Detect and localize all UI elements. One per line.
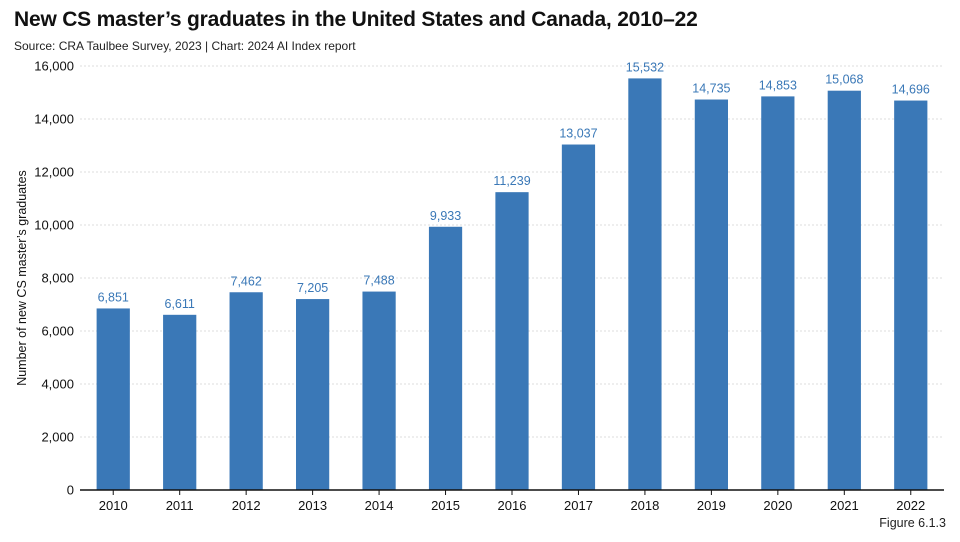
x-tick-label: 2015	[431, 498, 460, 513]
y-tick-label: 4,000	[41, 377, 74, 392]
figure-label: Figure 6.1.3	[879, 516, 946, 530]
x-tick-label: 2014	[365, 498, 394, 513]
x-tick-label: 2019	[697, 498, 726, 513]
x-tick-label: 2022	[896, 498, 925, 513]
data-label: 7,205	[297, 281, 328, 295]
bar-2020	[761, 96, 795, 490]
data-label: 15,068	[825, 73, 863, 87]
data-label: 14,735	[692, 82, 730, 96]
y-tick-label: 12,000	[34, 165, 74, 180]
bar-2012	[229, 292, 263, 490]
data-label: 14,696	[892, 83, 930, 97]
bar-2013	[296, 299, 330, 490]
bar-2016	[495, 192, 529, 490]
y-tick-label: 16,000	[34, 59, 74, 74]
y-axis-label: Number of new CS master’s graduates	[15, 170, 29, 386]
y-tick-label: 0	[67, 483, 74, 498]
x-tick-label: 2017	[564, 498, 593, 513]
x-tick-label: 2010	[99, 498, 128, 513]
data-label: 6,851	[98, 290, 129, 304]
y-tick-label: 6,000	[41, 324, 74, 339]
chart-title: New CS master’s graduates in the United …	[14, 8, 698, 31]
bar-2011	[163, 314, 197, 490]
data-label: 9,933	[430, 209, 461, 223]
x-tick-label: 2013	[298, 498, 327, 513]
bar-2022	[894, 100, 928, 490]
data-label: 6,611	[165, 297, 195, 311]
data-label: 15,532	[626, 60, 664, 74]
x-tick-label: 2018	[630, 498, 659, 513]
y-tick-label: 10,000	[34, 218, 74, 233]
bar-2015	[428, 226, 463, 490]
x-tick-label: 2016	[498, 498, 527, 513]
bar-2019	[694, 99, 728, 491]
data-label: 11,239	[493, 174, 530, 188]
x-tick-label: 2011	[166, 498, 194, 513]
bar-2017	[561, 144, 596, 490]
x-tick-label: 2012	[232, 498, 261, 513]
x-tick-label: 2020	[763, 498, 792, 513]
y-tick-label: 14,000	[34, 112, 74, 127]
bar-2018	[628, 78, 662, 490]
y-tick-label: 2,000	[41, 430, 74, 445]
y-tick-label: 8,000	[41, 271, 74, 286]
bar-2010	[96, 308, 130, 490]
chart-source: Source: CRA Taulbee Survey, 2023 | Chart…	[14, 39, 356, 53]
data-label: 7,462	[231, 274, 262, 288]
bar-2021	[827, 90, 861, 490]
data-label: 14,853	[759, 78, 797, 92]
bar-2014	[362, 291, 396, 490]
x-tick-label: 2021	[830, 498, 859, 513]
data-label: 7,488	[363, 274, 394, 288]
data-label: 13,037	[559, 127, 597, 141]
